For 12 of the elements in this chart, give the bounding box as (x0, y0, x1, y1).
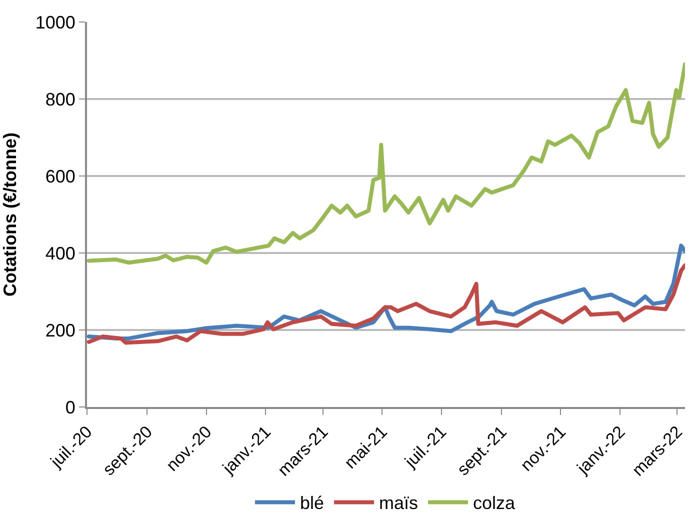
y-axis-title: Cotations (€/tonne) (0, 132, 20, 296)
y-tick-label: 1000 (35, 12, 76, 32)
legend-label: colza (473, 493, 516, 514)
y-tick-label: 600 (45, 166, 76, 186)
line-series (87, 263, 685, 345)
y-tick-label: 200 (45, 320, 76, 340)
y-tick-label: 400 (45, 243, 76, 264)
legend-label: blé (300, 493, 324, 514)
y-tick-label: 0 (65, 397, 76, 418)
legend-label: maïs (379, 493, 418, 514)
y-tick-label: 800 (45, 89, 76, 110)
line-series (87, 62, 685, 265)
